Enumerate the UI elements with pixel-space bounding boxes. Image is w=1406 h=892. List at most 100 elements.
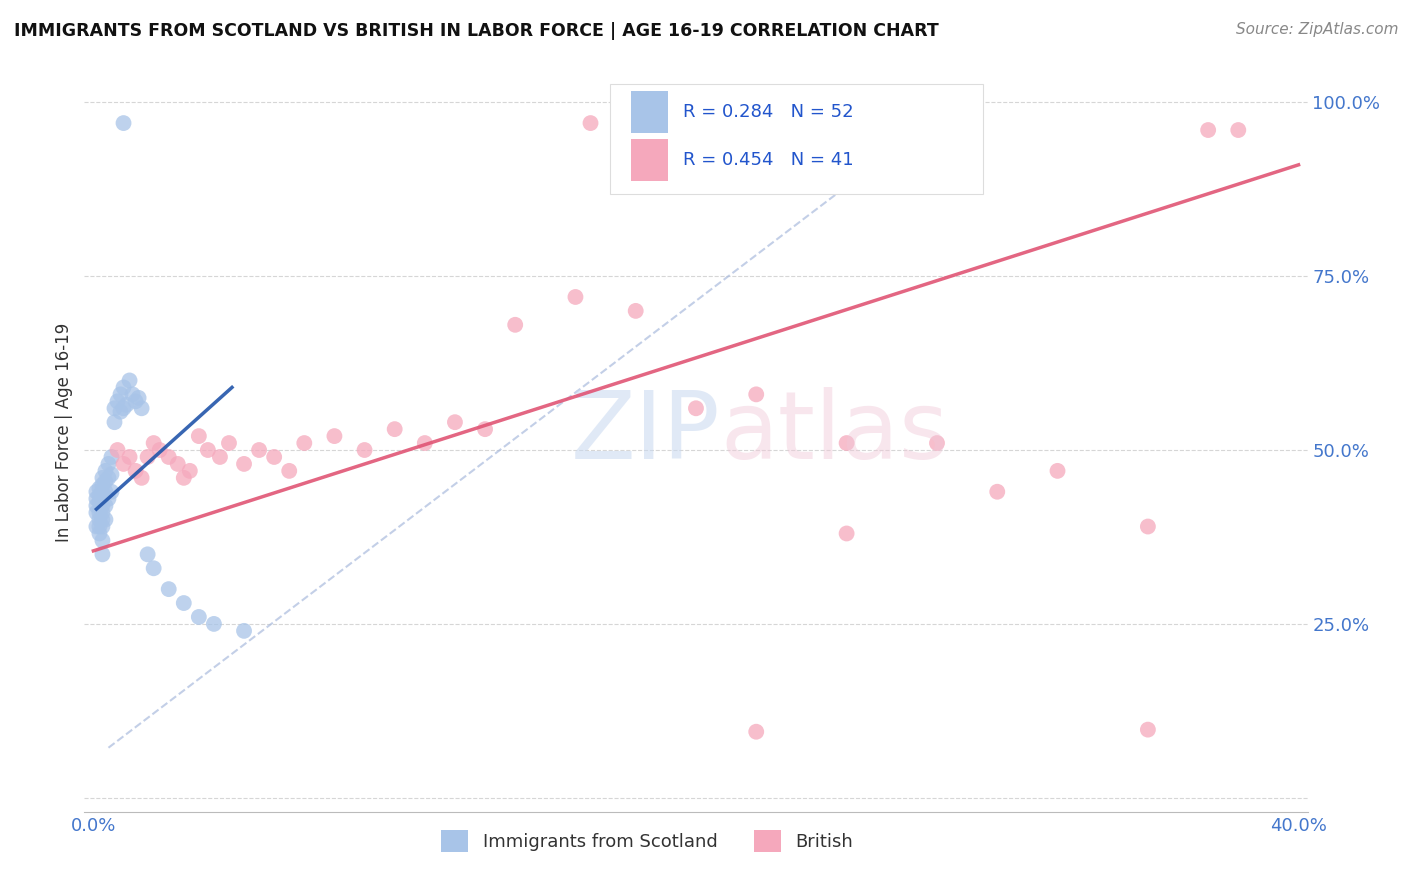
Point: [128, 391, 150, 405]
Point: [89, 506, 111, 520]
Text: ZIP: ZIP: [571, 386, 720, 479]
Point: [131, 471, 153, 485]
Point: [112, 457, 135, 471]
Point: [94, 499, 117, 513]
Point: [1136, 519, 1159, 533]
Point: [986, 484, 1008, 499]
Text: R = 0.284   N = 52: R = 0.284 N = 52: [682, 103, 853, 121]
Point: [233, 624, 256, 638]
Point: [173, 471, 195, 485]
Point: [218, 436, 240, 450]
Point: [91, 547, 114, 561]
Point: [91, 471, 114, 485]
Point: [91, 499, 114, 513]
Point: [197, 442, 219, 457]
Point: [173, 596, 195, 610]
Point: [121, 387, 143, 401]
Point: [353, 442, 375, 457]
Point: [1227, 123, 1250, 137]
Point: [118, 450, 141, 464]
Point: [323, 429, 346, 443]
Point: [110, 387, 132, 401]
Point: [233, 457, 256, 471]
Point: [107, 442, 129, 457]
Text: Source: ZipAtlas.com: Source: ZipAtlas.com: [1236, 22, 1399, 37]
Point: [202, 616, 225, 631]
Point: [112, 380, 135, 394]
Point: [86, 499, 108, 513]
Point: [745, 724, 768, 739]
FancyBboxPatch shape: [610, 84, 983, 194]
Point: [103, 401, 125, 416]
Point: [624, 304, 647, 318]
FancyBboxPatch shape: [631, 91, 668, 133]
Point: [187, 610, 209, 624]
Legend: Immigrants from Scotland, British: Immigrants from Scotland, British: [434, 823, 860, 860]
Point: [124, 464, 146, 478]
Point: [107, 394, 129, 409]
Point: [835, 436, 858, 450]
Point: [474, 422, 496, 436]
Text: IMMIGRANTS FROM SCOTLAND VS BRITISH IN LABOR FORCE | AGE 16-19 CORRELATION CHART: IMMIGRANTS FROM SCOTLAND VS BRITISH IN L…: [14, 22, 939, 40]
Point: [136, 450, 159, 464]
Point: [89, 481, 111, 495]
Point: [94, 512, 117, 526]
Text: atlas: atlas: [720, 386, 949, 479]
Point: [91, 484, 114, 499]
Point: [149, 442, 172, 457]
Point: [100, 484, 122, 499]
Point: [745, 387, 768, 401]
Point: [89, 526, 111, 541]
Point: [292, 436, 315, 450]
Point: [247, 442, 270, 457]
Point: [136, 547, 159, 561]
Point: [166, 457, 188, 471]
Point: [187, 429, 209, 443]
Point: [94, 475, 117, 489]
Point: [157, 450, 180, 464]
Point: [1136, 723, 1159, 737]
Point: [94, 464, 117, 478]
Point: [91, 512, 114, 526]
Point: [89, 519, 111, 533]
Point: [110, 405, 132, 419]
Point: [86, 506, 108, 520]
Point: [112, 116, 135, 130]
Point: [179, 464, 201, 478]
Point: [94, 484, 117, 499]
Point: [89, 488, 111, 502]
Point: [263, 450, 285, 464]
Point: [835, 526, 858, 541]
Point: [208, 450, 231, 464]
Point: [97, 471, 120, 485]
Y-axis label: In Labor Force | Age 16-19: In Labor Force | Age 16-19: [55, 323, 73, 542]
Point: [91, 519, 114, 533]
Point: [91, 533, 114, 548]
Point: [384, 422, 406, 436]
Point: [444, 415, 467, 429]
Point: [579, 116, 602, 130]
Point: [278, 464, 301, 478]
Point: [115, 398, 138, 412]
Point: [97, 457, 120, 471]
Point: [685, 401, 707, 416]
Point: [1197, 123, 1219, 137]
Point: [91, 477, 114, 491]
Point: [89, 512, 111, 526]
Point: [100, 450, 122, 464]
Text: R = 0.454   N = 41: R = 0.454 N = 41: [682, 151, 853, 169]
Point: [131, 401, 153, 416]
Point: [118, 374, 141, 388]
Point: [142, 436, 165, 450]
Point: [86, 484, 108, 499]
Point: [124, 394, 146, 409]
Point: [100, 467, 122, 482]
Point: [89, 495, 111, 509]
Point: [112, 401, 135, 416]
Point: [1046, 464, 1069, 478]
Point: [503, 318, 526, 332]
Point: [142, 561, 165, 575]
Point: [157, 582, 180, 596]
Point: [86, 491, 108, 506]
Point: [925, 436, 948, 450]
